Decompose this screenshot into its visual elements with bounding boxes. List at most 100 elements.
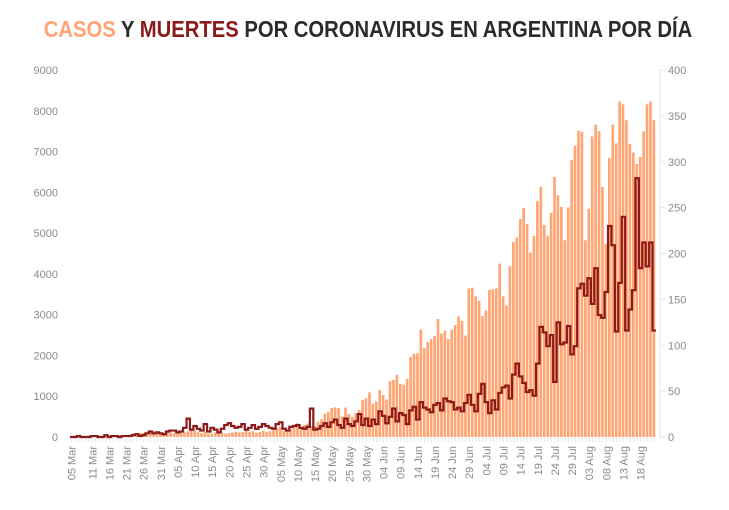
- right-y-tick-label: 150: [668, 294, 686, 306]
- cases-bar: [155, 432, 159, 437]
- cases-bar: [645, 104, 649, 437]
- cases-bar: [597, 131, 601, 437]
- cases-bar: [282, 431, 286, 437]
- cases-bar: [241, 432, 244, 437]
- cases-bar: [368, 392, 371, 437]
- cases-bar: [237, 432, 241, 437]
- cases-bar: [275, 428, 279, 437]
- cases-bar: [272, 430, 275, 437]
- cases-bar: [508, 266, 512, 437]
- cases-bar: [179, 433, 183, 437]
- left-y-tick-label: 2000: [34, 350, 58, 362]
- cases-bar: [573, 145, 577, 437]
- cases-bar: [481, 316, 484, 437]
- cases-bar: [433, 335, 436, 437]
- cases-bar: [621, 104, 625, 437]
- x-tick-label: 19 Jun: [430, 446, 442, 479]
- cases-bar: [265, 431, 268, 437]
- cases-bar: [625, 120, 628, 438]
- x-tick-label: 10 May: [293, 446, 305, 483]
- x-tick-label: 25 May: [344, 446, 356, 483]
- cases-bar: [189, 430, 193, 437]
- cases-bar: [303, 424, 306, 437]
- left-y-tick-label: 3000: [34, 310, 58, 322]
- left-y-tick-label: 9000: [34, 65, 58, 77]
- cases-bar: [285, 430, 289, 437]
- cases-bar: [320, 419, 323, 437]
- cases-bar: [210, 433, 214, 437]
- cases-bar: [477, 300, 481, 437]
- cases-bar: [443, 330, 447, 437]
- cases-bar: [145, 434, 149, 437]
- cases-bar: [327, 411, 330, 437]
- cases-bar: [357, 410, 361, 437]
- cases-bar: [337, 408, 340, 437]
- cases-bar: [652, 120, 656, 438]
- cases-bar: [642, 131, 645, 437]
- cases-bar: [556, 195, 560, 437]
- cases-bar: [172, 433, 176, 437]
- cases-bar: [649, 101, 652, 437]
- cases-bar: [446, 339, 450, 437]
- title-cases: CASOS: [43, 16, 116, 42]
- cases-bar: [542, 225, 546, 437]
- cases-bar: [618, 101, 621, 437]
- left-y-tick-label: 7000: [34, 147, 58, 159]
- cases-bar: [590, 136, 594, 437]
- cases-bar: [244, 429, 248, 437]
- cases-bar: [584, 240, 587, 437]
- x-tick-label: 29 Jul: [567, 446, 579, 475]
- x-tick-label: 26 Mar: [139, 446, 151, 481]
- left-y-tick-label: 5000: [34, 228, 58, 240]
- cases-bar: [385, 399, 388, 437]
- cases-bar: [604, 244, 608, 437]
- right-y-tick-label: 350: [668, 111, 686, 123]
- cases-bar: [354, 413, 358, 437]
- cases-bar: [200, 433, 203, 437]
- cases-bar: [323, 413, 327, 437]
- cases-bar: [279, 427, 282, 437]
- cases-bar: [374, 401, 378, 437]
- left-y-tick-label: 1000: [34, 391, 58, 403]
- x-tick-label: 13 Aug: [618, 446, 630, 480]
- cases-bar: [340, 416, 344, 437]
- cases-bar: [440, 333, 443, 437]
- cases-bar: [587, 208, 591, 437]
- title-deaths: MUERTES: [139, 16, 239, 42]
- cases-bar: [464, 335, 467, 437]
- cases-bar: [501, 296, 505, 437]
- cases-bar: [183, 432, 186, 437]
- left-y-tick-label: 8000: [34, 106, 58, 118]
- x-tick-label: 30 May: [361, 446, 373, 483]
- cases-bar: [344, 407, 347, 437]
- x-tick-label: 05 Mar: [67, 446, 79, 481]
- right-y-tick-label: 400: [668, 65, 686, 77]
- left-y-tick-label: 4000: [34, 269, 58, 281]
- cases-bar: [488, 290, 491, 437]
- right-y-tick-label: 0: [668, 432, 674, 444]
- cases-bar: [248, 431, 251, 437]
- cases-bar: [203, 431, 207, 437]
- x-tick-label: 09 Jun: [396, 446, 408, 479]
- cases-bar: [231, 432, 234, 437]
- cases-bar: [309, 425, 313, 437]
- cases-bar: [611, 124, 615, 438]
- cases-bar: [398, 383, 402, 437]
- cases-bar: [409, 356, 412, 437]
- cases-bar: [224, 433, 227, 437]
- x-tick-label: 24 Jul: [550, 446, 562, 475]
- x-tick-label: 20 Apr: [224, 446, 236, 478]
- deaths-step-line: [70, 177, 656, 439]
- cases-bar: [388, 381, 392, 437]
- left-y-tick-label: 6000: [34, 187, 58, 199]
- x-tick-label: 04 Jun: [379, 446, 391, 479]
- cases-bar: [470, 287, 474, 437]
- cases-bar: [292, 427, 296, 437]
- cases-bar: [635, 164, 639, 437]
- x-axis-tick-marks: [71, 438, 655, 442]
- cases-bar: [450, 329, 454, 437]
- cases-bar: [560, 206, 563, 437]
- cases-bar: [422, 348, 426, 437]
- cases-bar: [553, 176, 556, 437]
- cases-bar: [484, 310, 488, 437]
